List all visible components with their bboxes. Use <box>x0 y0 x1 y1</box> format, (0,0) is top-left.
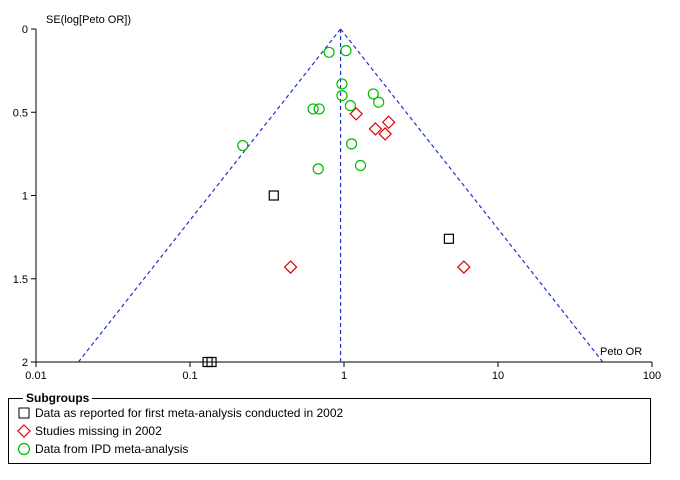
axes: 0.01 0.1 1 10 100 0 0.5 1 1.5 2 <box>13 24 661 382</box>
circle-point <box>313 103 325 115</box>
legend-item-missing-2002: Studies missing in 2002 <box>17 423 162 439</box>
square-point <box>268 190 279 201</box>
x-tick-label: 1 <box>341 370 347 382</box>
circle-marker-icon <box>17 442 31 456</box>
y-tick-label: 2 <box>22 357 28 369</box>
x-tick-label: 0.01 <box>25 370 46 382</box>
x-axis-label: Peto OR <box>600 346 642 358</box>
funnel-right-limit <box>340 28 604 363</box>
diamond-marker-icon <box>17 424 31 438</box>
legend-label: Data from IPD meta-analysis <box>35 442 189 456</box>
circle-point <box>373 96 385 108</box>
circle-point <box>237 139 249 152</box>
circle-point <box>345 138 358 150</box>
diamond-point <box>283 260 298 274</box>
y-tick-label: 1.5 <box>13 274 28 286</box>
circle-point <box>312 163 324 175</box>
diamond-point <box>378 127 392 141</box>
y-tick-label: 1 <box>22 191 28 203</box>
legend-title: Subgroups <box>23 391 93 405</box>
legend-item-reported-2002: Data as reported for first meta-analysis… <box>17 405 343 421</box>
circle-point <box>367 88 379 100</box>
square-point <box>206 356 217 368</box>
square-point <box>443 233 455 244</box>
diamond-point <box>349 107 364 121</box>
y-tick-label: 0.5 <box>13 107 28 119</box>
diamond-point <box>368 122 383 136</box>
circle-point <box>344 99 356 112</box>
y-tick-label: 0 <box>22 24 28 36</box>
legend-label: Studies missing in 2002 <box>35 424 162 438</box>
circle-point <box>340 45 352 57</box>
x-tick-label: 0.1 <box>182 370 197 382</box>
circle-point <box>354 159 367 172</box>
diamond-point <box>381 115 396 130</box>
square-marker-icon <box>18 407 30 419</box>
funnel-left-limit <box>77 28 342 363</box>
x-tick-label: 100 <box>643 370 661 382</box>
diamond-point <box>456 260 471 274</box>
circle-point <box>323 46 335 58</box>
legend: Subgroups Data as reported for first met… <box>8 391 651 464</box>
legend-item-ipd: Data from IPD meta-analysis <box>17 441 188 457</box>
circle-point <box>336 78 348 90</box>
funnel-lines <box>77 28 604 363</box>
legend-label: Data as reported for first meta-analysis… <box>35 406 344 420</box>
x-tick-label: 10 <box>492 370 504 382</box>
y-axis-label: SE(log[Peto OR]) <box>46 14 131 26</box>
circle-point <box>336 89 348 102</box>
circle-point <box>307 103 319 115</box>
data-points <box>202 45 471 368</box>
